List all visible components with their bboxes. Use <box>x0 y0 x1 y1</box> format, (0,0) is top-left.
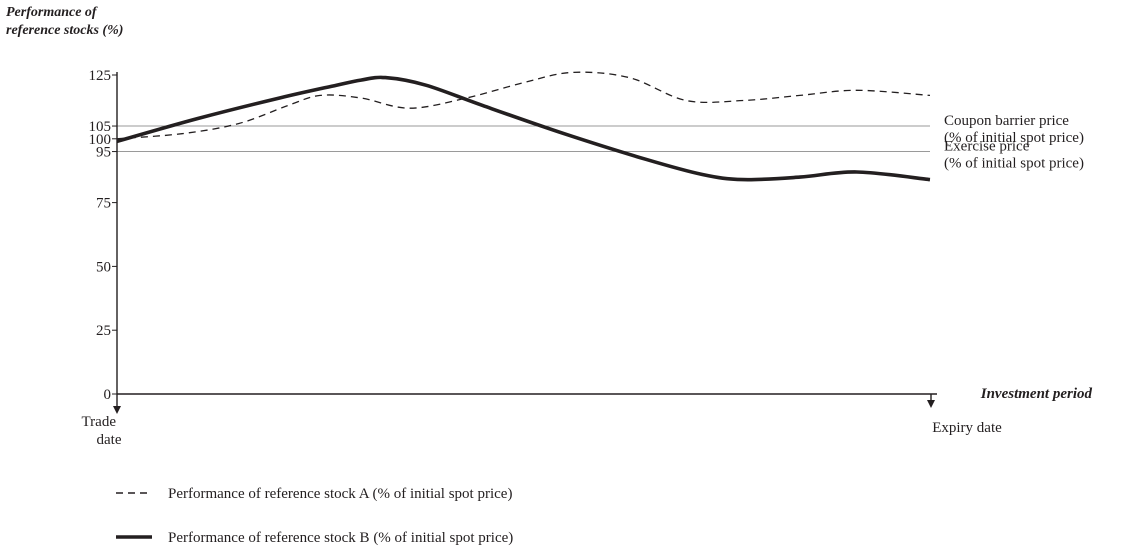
reference-lines: Coupon barrier price(% of initial spot p… <box>117 113 1084 172</box>
expiry-date-label: Expiry date <box>932 420 1002 436</box>
legend-label-stock-a: Performance of reference stock A (% of i… <box>168 486 512 502</box>
y-axis-title-line-1: Performance of <box>6 5 98 20</box>
reference-label-105-line-2: (% of initial spot price) <box>944 130 1084 146</box>
series-stock-b-line <box>116 75 931 182</box>
axes <box>113 72 937 414</box>
trade-date-label-line-2: date <box>97 432 122 448</box>
y-tick-label-105: 105 <box>89 119 112 135</box>
y-tick-label-95: 95 <box>96 145 111 161</box>
y-tick-label-75: 75 <box>96 196 111 212</box>
trade-date-label-line-1: Trade <box>82 414 117 430</box>
series-lines <box>116 71 931 182</box>
reference-label-105-line-1: Coupon barrier price <box>944 113 1069 129</box>
y-tick-label-100: 100 <box>89 132 112 148</box>
legend-label-stock-b: Performance of reference stock B (% of i… <box>168 530 513 546</box>
y-tick-label-50: 50 <box>96 259 111 275</box>
y-tick-label-125: 125 <box>89 68 112 84</box>
expiry-date-arrow-head <box>927 400 935 408</box>
y-axis-title-line-2: reference stocks (%) <box>6 23 123 38</box>
series-stock-a-line <box>116 71 931 140</box>
trade-date-arrow-head <box>113 406 121 414</box>
reference-label-95-line-1: Exercise price <box>944 139 1030 155</box>
reference-label-95-line-2: (% of initial spot price) <box>944 156 1084 172</box>
y-tick-label-25: 25 <box>96 323 111 339</box>
y-tick-label-0: 0 <box>104 387 112 403</box>
legend: Performance of reference stock A (% of i… <box>116 486 513 546</box>
x-axis-title: Investment period <box>980 386 1093 402</box>
